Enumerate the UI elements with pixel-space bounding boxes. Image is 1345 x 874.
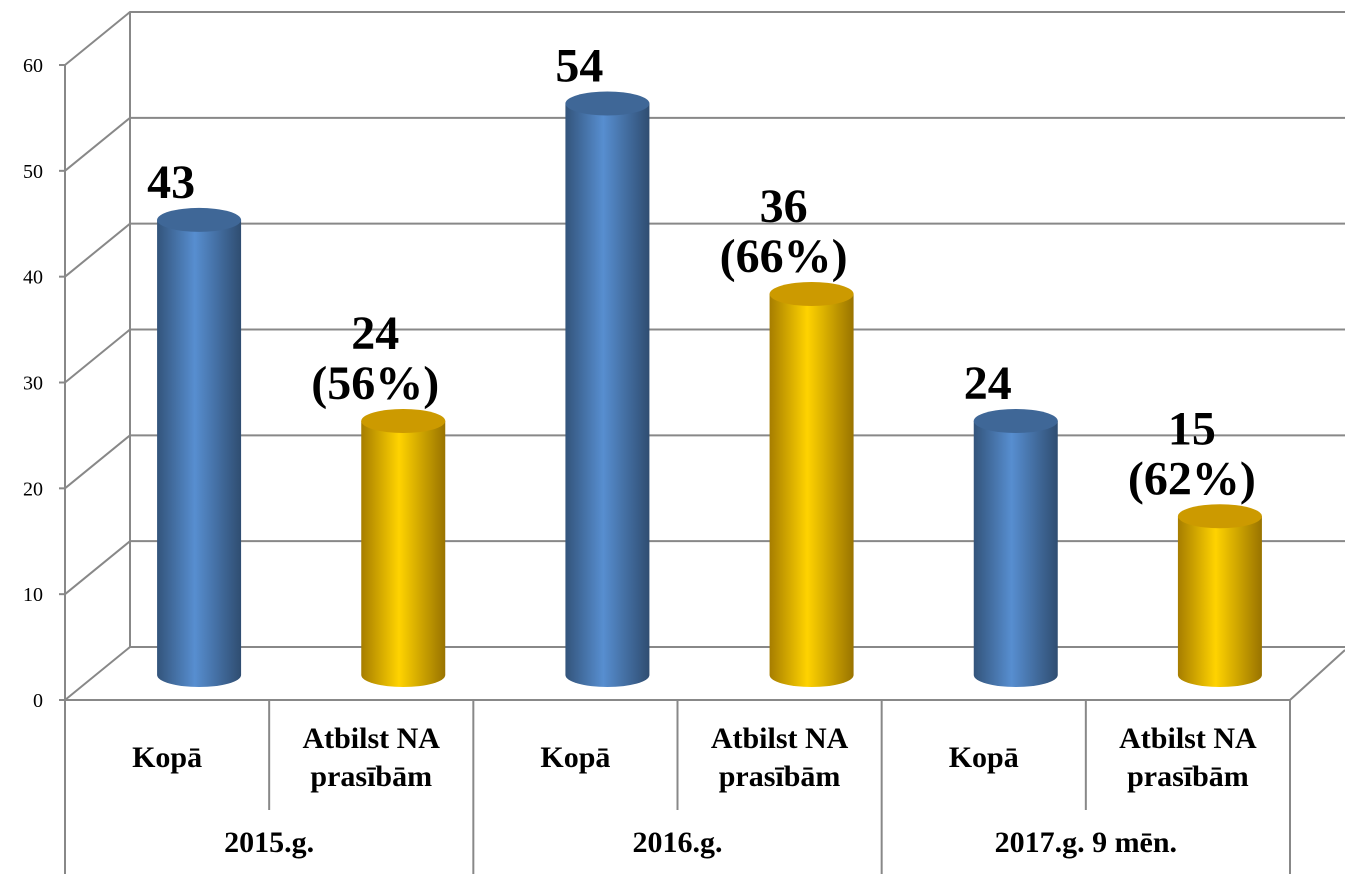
bar-body: [565, 103, 650, 687]
value-label: 24: [964, 357, 1012, 410]
grid-line: [64, 116, 1345, 172]
bar-top: [157, 207, 242, 232]
bar-body: [157, 219, 242, 687]
bar: [157, 207, 242, 687]
y-tick-label: 30: [23, 373, 43, 395]
y-tick-label: 10: [23, 584, 43, 606]
y-tick-label: 40: [23, 267, 43, 289]
bar-body: [769, 294, 854, 687]
grid-line: [64, 540, 1345, 595]
x-tick-label: Kopā: [132, 740, 203, 774]
bar: [973, 409, 1058, 687]
value-label: 54: [555, 40, 603, 93]
bar-top: [565, 91, 650, 116]
x-tick-label: Kopā: [948, 740, 1019, 774]
y-tick-label: 50: [23, 161, 43, 183]
grid-line: [64, 222, 1345, 278]
y-tick-label: 60: [23, 55, 43, 77]
x-tick-label: Atbilst NA prasībām: [1119, 721, 1257, 793]
bar: [565, 91, 650, 687]
bar: [1177, 504, 1262, 687]
group-label: 2015.g.: [224, 825, 315, 859]
bar: [769, 282, 854, 687]
grid-line: [64, 646, 1345, 701]
bar-body: [973, 421, 1058, 687]
x-tick-label: Atbilst NA prasībām: [710, 721, 849, 793]
value-label: 43: [147, 156, 195, 209]
bar-body: [1177, 516, 1262, 687]
x-tick-label: Kopā: [540, 740, 611, 774]
bar: [361, 409, 446, 687]
value-label: 24 (56%): [311, 307, 439, 410]
bar-top: [361, 409, 446, 433]
value-label: 15 (62%): [1128, 402, 1256, 505]
grid-line: [64, 11, 1345, 66]
group-label: 2017.g. 9 mēn.: [994, 825, 1178, 859]
value-label: 36 (66%): [720, 180, 848, 283]
bar-body: [361, 421, 446, 687]
bar-top: [769, 282, 854, 306]
y-tick-label: 0: [33, 690, 43, 712]
floor-edge: [65, 649, 1345, 701]
y-tick-label: 20: [23, 478, 43, 500]
group-label: 2016.g.: [632, 825, 723, 859]
bar-top: [1177, 504, 1262, 529]
x-tick-label: Atbilst NA prasībām: [302, 721, 440, 793]
grid-line: [64, 328, 1345, 384]
bar-top: [973, 409, 1058, 433]
grid-line: [64, 434, 1345, 490]
